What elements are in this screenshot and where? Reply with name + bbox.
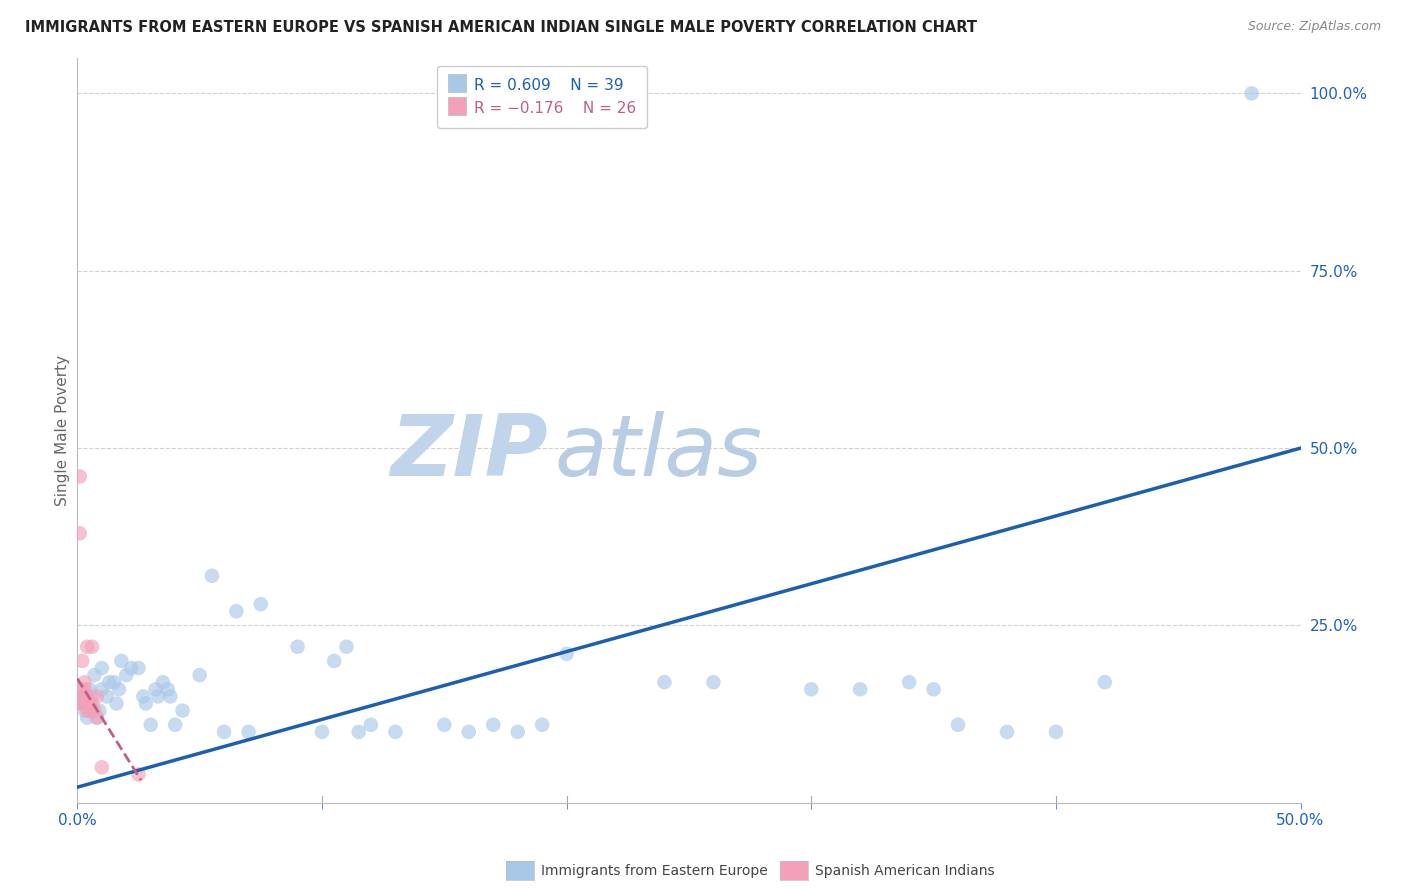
- Point: [898, 675, 921, 690]
- Point: [69, 526, 91, 541]
- Point: [654, 675, 676, 690]
- Point: [922, 682, 945, 697]
- Point: [128, 767, 150, 781]
- Point: [70, 682, 93, 697]
- Point: [152, 675, 174, 690]
- Point: [555, 647, 578, 661]
- Point: [139, 718, 162, 732]
- Text: IMMIGRANTS FROM EASTERN EUROPE VS SPANISH AMERICAN INDIAN SINGLE MALE POVERTY CO: IMMIGRANTS FROM EASTERN EUROPE VS SPANIS…: [25, 20, 977, 35]
- Point: [115, 668, 138, 682]
- Point: [212, 724, 235, 739]
- Point: [70, 697, 93, 711]
- Point: [73, 697, 96, 711]
- Point: [457, 724, 479, 739]
- Point: [800, 682, 823, 697]
- Point: [79, 697, 101, 711]
- Point: [70, 697, 93, 711]
- Point: [165, 718, 187, 732]
- Point: [76, 640, 98, 654]
- Point: [80, 697, 103, 711]
- Point: [849, 682, 872, 697]
- Point: [531, 718, 554, 732]
- Point: [76, 690, 98, 704]
- Point: [482, 718, 505, 732]
- Point: [90, 760, 112, 774]
- Text: atlas: atlas: [554, 411, 762, 494]
- Point: [120, 661, 142, 675]
- Point: [70, 690, 93, 704]
- Point: [73, 690, 96, 704]
- Point: [146, 690, 169, 704]
- Point: [384, 724, 406, 739]
- Point: [76, 697, 98, 711]
- Point: [225, 604, 247, 618]
- Point: [172, 704, 194, 718]
- Point: [90, 682, 112, 697]
- Y-axis label: Single Male Poverty: Single Male Poverty: [55, 355, 70, 506]
- Point: [76, 697, 98, 711]
- Point: [108, 682, 131, 697]
- Point: [70, 697, 93, 711]
- Point: [360, 718, 382, 732]
- Point: [103, 675, 125, 690]
- Point: [132, 690, 155, 704]
- Point: [79, 682, 101, 697]
- Point: [1045, 724, 1067, 739]
- Point: [98, 675, 121, 690]
- Point: [89, 704, 111, 718]
- Point: [76, 704, 98, 718]
- Point: [287, 640, 309, 654]
- Point: [201, 569, 224, 583]
- Point: [335, 640, 357, 654]
- Point: [76, 711, 98, 725]
- Point: [73, 690, 96, 704]
- Point: [86, 711, 108, 725]
- Point: [73, 704, 96, 718]
- Point: [702, 675, 724, 690]
- Point: [323, 654, 346, 668]
- Point: [946, 718, 969, 732]
- Point: [105, 697, 128, 711]
- Text: Immigrants from Eastern Europe: Immigrants from Eastern Europe: [541, 863, 768, 878]
- Text: Spanish American Indians: Spanish American Indians: [815, 863, 995, 878]
- Point: [1094, 675, 1116, 690]
- Point: [73, 675, 96, 690]
- Point: [506, 724, 529, 739]
- Point: [83, 704, 105, 718]
- Point: [995, 724, 1018, 739]
- Point: [145, 682, 167, 697]
- Point: [79, 697, 101, 711]
- Point: [128, 661, 150, 675]
- Point: [156, 682, 179, 697]
- Point: [311, 724, 333, 739]
- Point: [80, 640, 103, 654]
- Point: [238, 724, 260, 739]
- Point: [86, 690, 108, 704]
- Point: [69, 469, 91, 483]
- Point: [110, 654, 132, 668]
- Legend: R = 0.609    N = 39, R = −0.176    N = 26: R = 0.609 N = 39, R = −0.176 N = 26: [437, 66, 647, 128]
- Point: [90, 661, 112, 675]
- Text: Source: ZipAtlas.com: Source: ZipAtlas.com: [1247, 20, 1381, 33]
- Point: [135, 697, 157, 711]
- Point: [347, 724, 370, 739]
- Point: [188, 668, 211, 682]
- Point: [86, 711, 108, 725]
- Point: [79, 704, 101, 718]
- Point: [433, 718, 456, 732]
- Point: [250, 597, 273, 611]
- Point: [1240, 87, 1263, 101]
- Point: [73, 682, 96, 697]
- Point: [80, 690, 103, 704]
- Point: [70, 654, 93, 668]
- Text: ZIP: ZIP: [391, 411, 548, 494]
- Point: [159, 690, 181, 704]
- Point: [83, 668, 105, 682]
- Point: [96, 690, 118, 704]
